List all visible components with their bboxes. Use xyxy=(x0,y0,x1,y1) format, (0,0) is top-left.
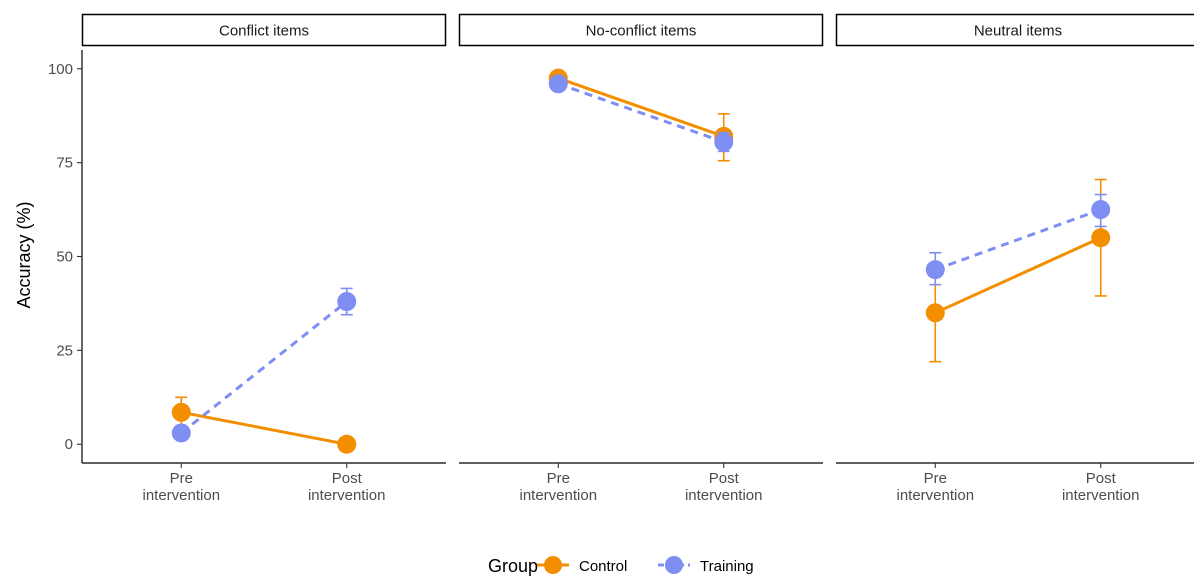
data-point xyxy=(1091,228,1111,248)
x-tick-label: Post intervention xyxy=(308,470,386,504)
x-tick-label: Post intervention xyxy=(1062,470,1140,504)
series-training xyxy=(548,74,734,153)
chart-panels: Conflict items Pre intervention Post interve… xyxy=(81,13,1194,504)
series-training xyxy=(925,193,1111,286)
x-tick-label: Pre intervention xyxy=(519,470,597,504)
series-control xyxy=(548,68,734,162)
series-line xyxy=(180,410,348,446)
y-axis: 0 25 50 75 100 xyxy=(48,50,83,463)
facet-title: No-conflict items xyxy=(586,23,697,40)
y-tick-label: 50 xyxy=(56,249,73,266)
data-point xyxy=(925,260,945,280)
legend: Group Control Training xyxy=(488,556,754,576)
facet-title: Conflict items xyxy=(219,23,309,40)
series-control xyxy=(925,178,1111,363)
x-tick-label: Pre intervention xyxy=(142,470,220,504)
series-control xyxy=(171,396,357,454)
data-point xyxy=(714,132,734,152)
legend-entry-training: Training xyxy=(700,558,754,575)
y-tick-label: 100 xyxy=(48,61,73,78)
y-tick-label: 75 xyxy=(56,155,73,172)
x-tick-label: Post intervention xyxy=(685,470,763,504)
facet-strip xyxy=(835,13,1194,47)
series-line xyxy=(180,300,348,435)
legend-title: Group xyxy=(488,556,538,576)
series-training xyxy=(171,287,357,443)
y-tick-label: 25 xyxy=(56,342,73,359)
y-tick-label: 0 xyxy=(65,436,73,453)
data-point xyxy=(171,423,191,443)
series-line xyxy=(934,208,1102,272)
panel-2: No-conflict items Pre intervention Post inte… xyxy=(458,13,824,504)
legend-entry-control: Control xyxy=(579,558,627,575)
facet-strip xyxy=(458,13,824,47)
data-point xyxy=(171,402,191,422)
data-point xyxy=(925,303,945,323)
panel-1: Conflict items Pre intervention Post interve… xyxy=(81,13,447,504)
legend-key-point xyxy=(665,556,683,574)
series-line xyxy=(557,76,725,138)
facet-title: Neutral items xyxy=(974,23,1062,40)
series-line xyxy=(557,82,725,144)
series-line xyxy=(934,236,1102,315)
data-point xyxy=(1091,200,1111,220)
x-tick-label: Pre intervention xyxy=(896,470,974,504)
facet-strip xyxy=(81,13,447,47)
panel-3: Neutral items Pre intervention Post interven… xyxy=(835,13,1194,504)
data-point xyxy=(337,434,357,454)
legend-key-point xyxy=(544,556,562,574)
y-axis-title: Accuracy (%) xyxy=(14,201,34,308)
data-point xyxy=(548,74,568,94)
data-point xyxy=(337,292,357,312)
